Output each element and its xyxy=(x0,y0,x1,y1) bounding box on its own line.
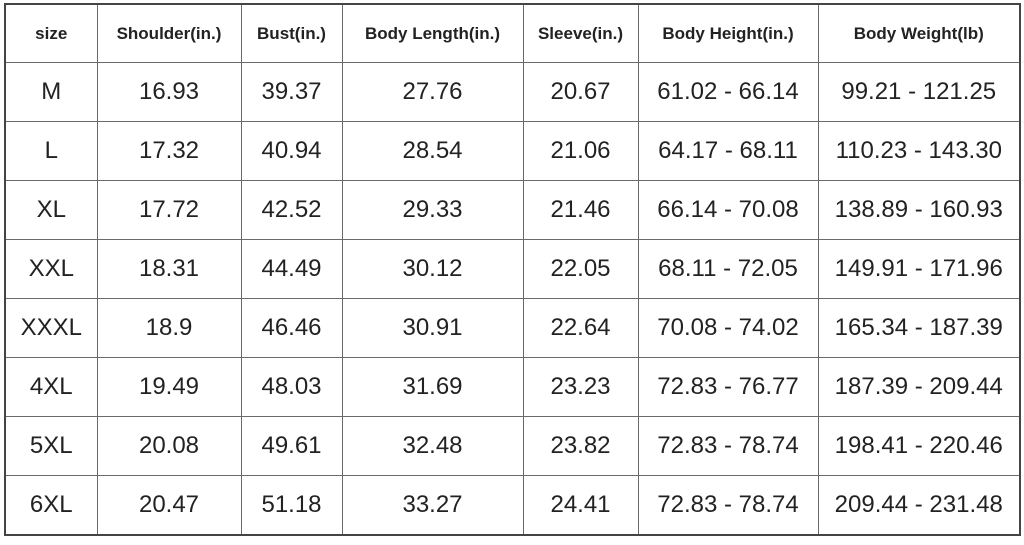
cell-body-height: 72.83 - 76.77 xyxy=(637,357,819,417)
cell-body-height: 72.83 - 78.74 xyxy=(637,475,819,536)
cell-sleeve: 23.82 xyxy=(522,416,639,476)
cell-sleeve: 21.46 xyxy=(522,180,639,240)
cell-size: M xyxy=(4,62,98,122)
cell-bust: 42.52 xyxy=(240,180,343,240)
cell-body-length: 30.12 xyxy=(341,239,524,299)
cell-body-weight: 99.21 - 121.25 xyxy=(817,62,1021,122)
cell-body-length: 30.91 xyxy=(341,298,524,358)
table-row: M 16.93 39.37 27.76 20.67 61.02 - 66.14 99.21 … xyxy=(4,62,1021,122)
cell-body-length: 32.48 xyxy=(341,416,524,476)
cell-shoulder: 20.47 xyxy=(96,475,242,536)
table-row: 5XL 20.08 49.61 32.48 23.82 72.83 - 78.74 198.… xyxy=(4,416,1021,476)
cell-shoulder: 20.08 xyxy=(96,416,242,476)
cell-body-height: 70.08 - 74.02 xyxy=(637,298,819,358)
cell-size: L xyxy=(4,121,98,181)
cell-body-weight: 209.44 - 231.48 xyxy=(817,475,1021,536)
cell-size: XXXL xyxy=(4,298,98,358)
cell-sleeve: 20.67 xyxy=(522,62,639,122)
cell-bust: 48.03 xyxy=(240,357,343,417)
cell-body-height: 61.02 - 66.14 xyxy=(637,62,819,122)
header-bust: Bust(in.) xyxy=(240,3,343,63)
cell-size: 6XL xyxy=(4,475,98,536)
cell-sleeve: 24.41 xyxy=(522,475,639,536)
header-body-height: Body Height(in.) xyxy=(637,3,819,63)
cell-body-length: 31.69 xyxy=(341,357,524,417)
cell-body-weight: 138.89 - 160.93 xyxy=(817,180,1021,240)
cell-body-weight: 165.34 - 187.39 xyxy=(817,298,1021,358)
cell-shoulder: 19.49 xyxy=(96,357,242,417)
cell-body-length: 29.33 xyxy=(341,180,524,240)
table-row: XXL 18.31 44.49 30.12 22.05 68.11 - 72.05 149.… xyxy=(4,239,1021,299)
table-row: L 17.32 40.94 28.54 21.06 64.17 - 68.11 110.23… xyxy=(4,121,1021,181)
cell-body-height: 72.83 - 78.74 xyxy=(637,416,819,476)
cell-shoulder: 18.31 xyxy=(96,239,242,299)
cell-shoulder: 18.9 xyxy=(96,298,242,358)
cell-body-weight: 110.23 - 143.30 xyxy=(817,121,1021,181)
cell-sleeve: 22.64 xyxy=(522,298,639,358)
cell-bust: 51.18 xyxy=(240,475,343,536)
cell-body-length: 28.54 xyxy=(341,121,524,181)
cell-bust: 49.61 xyxy=(240,416,343,476)
cell-sleeve: 21.06 xyxy=(522,121,639,181)
header-size: size xyxy=(4,3,98,63)
cell-size: XL xyxy=(4,180,98,240)
cell-bust: 40.94 xyxy=(240,121,343,181)
cell-body-height: 68.11 - 72.05 xyxy=(637,239,819,299)
cell-body-height: 64.17 - 68.11 xyxy=(637,121,819,181)
cell-body-weight: 198.41 - 220.46 xyxy=(817,416,1021,476)
header-row: size Shoulder(in.) Bust(in.) Body Length(in… xyxy=(4,3,1021,63)
table-row: XL 17.72 42.52 29.33 21.46 66.14 - 70.08 138.8… xyxy=(4,180,1021,240)
header-sleeve: Sleeve(in.) xyxy=(522,3,639,63)
cell-body-length: 27.76 xyxy=(341,62,524,122)
table-header: size Shoulder(in.) Bust(in.) Body Length(in… xyxy=(4,3,1021,63)
cell-sleeve: 22.05 xyxy=(522,239,639,299)
cell-sleeve: 23.23 xyxy=(522,357,639,417)
header-body-length: Body Length(in.) xyxy=(341,3,524,63)
cell-body-weight: 187.39 - 209.44 xyxy=(817,357,1021,417)
cell-shoulder: 17.32 xyxy=(96,121,242,181)
header-body-weight: Body Weight(lb) xyxy=(817,3,1021,63)
cell-size: 5XL xyxy=(4,416,98,476)
cell-size: 4XL xyxy=(4,357,98,417)
cell-bust: 44.49 xyxy=(240,239,343,299)
cell-body-weight: 149.91 - 171.96 xyxy=(817,239,1021,299)
table-body: M 16.93 39.37 27.76 20.67 61.02 - 66.14 99.21 … xyxy=(4,62,1021,536)
table-row: 6XL 20.47 51.18 33.27 24.41 72.83 - 78.74 209.… xyxy=(4,475,1021,536)
table-row: XXXL 18.9 46.46 30.91 22.64 70.08 - 74.02 165.… xyxy=(4,298,1021,358)
cell-shoulder: 17.72 xyxy=(96,180,242,240)
cell-shoulder: 16.93 xyxy=(96,62,242,122)
size-chart-table: size Shoulder(in.) Bust(in.) Body Length(in… xyxy=(4,3,1021,536)
cell-size: XXL xyxy=(4,239,98,299)
cell-bust: 46.46 xyxy=(240,298,343,358)
table-row: 4XL 19.49 48.03 31.69 23.23 72.83 - 76.77 187.… xyxy=(4,357,1021,417)
header-shoulder: Shoulder(in.) xyxy=(96,3,242,63)
cell-body-height: 66.14 - 70.08 xyxy=(637,180,819,240)
cell-bust: 39.37 xyxy=(240,62,343,122)
cell-body-length: 33.27 xyxy=(341,475,524,536)
